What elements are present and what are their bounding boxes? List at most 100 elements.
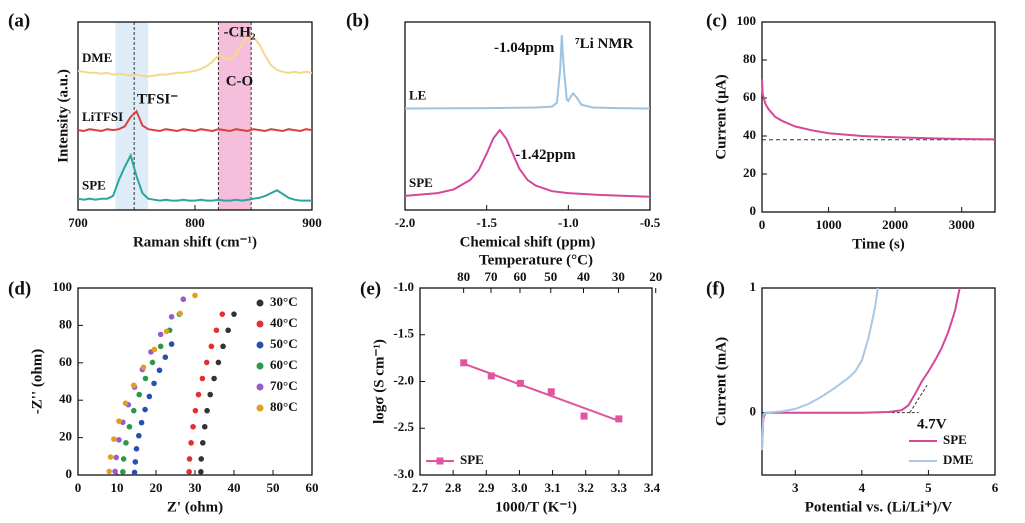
x-axis-label: 1000/T (K⁻¹) [495,499,577,515]
x-tick-label: 2.7 [412,480,429,495]
x2-tick-label: 40 [577,269,590,284]
point [107,454,114,460]
legend-label: SPE [943,432,967,447]
legend-label: 70°C [270,378,298,393]
point [136,432,142,439]
series-line [77,109,313,133]
point [219,311,226,317]
x-axis-label: Time (s) [852,236,905,252]
point [188,440,194,446]
point [157,331,164,338]
point [136,391,143,398]
point [120,469,126,475]
trendline [463,362,620,422]
y-tick-label: 60 [59,354,72,369]
y-axis-label: Current (mA) [713,337,729,426]
point [140,364,147,371]
x-tick-label: 800 [185,215,205,230]
panel: (a) 700 800 900 Raman shift (cm⁻¹) Intensity … [8,10,322,250]
point [162,354,169,360]
point [116,418,122,424]
point [215,359,222,366]
legend-label: 80°C [270,399,298,414]
point [126,423,133,430]
legend-marker [256,404,264,412]
point [213,327,220,334]
panel-label: (c) [706,10,727,31]
panel-label: (a) [8,10,30,31]
point [201,423,208,430]
x2-tick-label: 60 [513,269,526,284]
panel-label: (d) [8,278,31,299]
annotation: -1.04ppm [494,40,555,56]
series-label: LE [409,87,426,102]
x-tick-label: 0 [75,480,82,495]
panel: (d) 0 10 20 30 40 50 60 0 20 40 60 80 100 Z' (ohm) -Z''… [8,278,319,515]
point [460,359,468,367]
y-tick-label: 80 [59,316,72,331]
point [516,379,524,387]
y-tick-label: 0 [750,404,757,419]
y-tick-label: 100 [53,279,73,294]
highlight-range [218,22,252,210]
plot-frame [761,287,996,476]
y-tick-label: 40 [59,391,72,406]
x-tick-label: 2.8 [445,480,462,495]
x-tick-label: 50 [267,480,280,495]
point [615,415,623,423]
point [131,469,138,476]
point [149,359,156,366]
point [177,310,183,317]
x-tick-label: 900 [302,215,322,230]
y-tick-label: -2.5 [393,419,414,434]
x-tick-label: 3000 [949,217,975,232]
annotation: C-O [226,74,254,90]
x-tick-label: 60 [306,480,319,495]
x-tick-label: -1.0 [558,215,579,230]
x-tick-label: 2.9 [478,480,495,495]
panel-label: (f) [706,278,725,299]
panel: (b) -2.0 -1.5 -1.0 -0.5 Chemical shift (ppm) L… [346,10,661,250]
point [208,343,215,350]
y-tick-label: -3.0 [393,466,414,481]
legend-marker [256,341,264,349]
point [192,407,199,414]
point [106,468,112,475]
plot-frame [761,21,996,213]
point [133,446,140,452]
y-tick-label: 1 [750,279,757,294]
point [580,412,588,420]
x-axis-label: Potential vs. (Li/Li⁺)/V [805,499,953,515]
y-axis-label: -Z'' (ohm) [29,349,45,414]
point [190,423,196,430]
series-label: LiTFSI [82,109,123,124]
guide-line [909,384,928,413]
y-tick-label: 0 [66,466,73,481]
x-axis-label: Raman shift (cm⁻¹) [133,234,257,250]
point [168,313,175,320]
legend-marker [256,299,264,307]
x2-axis-label: Temperature (°C) [479,252,593,268]
plot-frame [404,21,651,211]
point [142,375,149,382]
x2-tick-label: 80 [457,269,470,284]
point [200,440,206,446]
point [130,407,137,414]
point [112,468,118,475]
legend-label: 60°C [270,357,298,372]
series-line [761,78,996,141]
x-tick-label: 3.4 [644,480,661,495]
x-tick-label: 5 [925,480,932,495]
y-tick-label: -1.5 [393,326,414,341]
y-tick-label: -2.0 [393,372,414,387]
series-line [761,287,879,451]
y-tick-label: 20 [59,429,72,444]
x-tick-label: 0 [759,217,766,232]
x-tick-label: 6 [992,480,999,495]
x-tick-label: 30 [189,480,202,495]
x-tick-label: -0.5 [640,215,661,230]
x-tick-label: -2.0 [395,215,416,230]
point [487,372,495,380]
y-axis-label: Current (μA) [713,74,729,159]
